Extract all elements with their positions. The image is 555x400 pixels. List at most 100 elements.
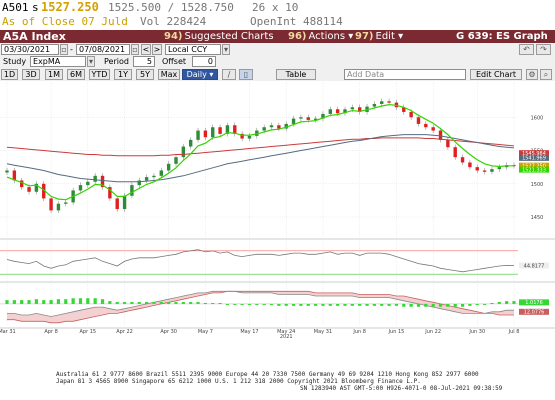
x-tick-label: Apr 22: [116, 329, 133, 335]
histogram-bar: [211, 302, 215, 304]
footer: Australia 61 2 9777 8600 Brazil 5511 239…: [0, 370, 555, 400]
prev-range-button[interactable]: <: [141, 44, 151, 55]
x-tick-label: Jun 15: [388, 329, 405, 335]
last-price: 1527.250: [41, 0, 99, 14]
histogram-bar: [34, 299, 38, 304]
candle-body: [475, 167, 479, 171]
histogram-bar: [336, 303, 340, 306]
histogram-bar: [196, 302, 200, 304]
add-data-input[interactable]: Add Data: [344, 69, 466, 80]
candle-body: [299, 117, 303, 119]
candle-body: [402, 107, 406, 112]
candle-body: [218, 127, 222, 134]
candle-body: [424, 123, 428, 128]
histogram-bar: [93, 298, 97, 304]
x-tick-label: May 7: [198, 329, 213, 335]
actions-dropdown-icon: ▾: [348, 31, 354, 42]
settings-icon[interactable]: ⚙: [526, 69, 538, 80]
histogram-bar: [218, 302, 222, 304]
x-tick-label: Mar 31: [0, 329, 16, 335]
graph-id: G 639: ES Graph: [456, 31, 548, 42]
histogram-bar: [343, 303, 347, 306]
candle-body: [233, 125, 237, 134]
edit-chart-button[interactable]: Edit Chart: [470, 69, 522, 80]
study-label: Study: [3, 57, 27, 66]
candle-body: [188, 139, 193, 147]
range-1y-button[interactable]: 1Y: [114, 69, 132, 80]
suggested-charts-label: Suggested Charts: [184, 31, 274, 42]
currency-select[interactable]: Local CCY: [165, 44, 221, 55]
histogram-bar: [483, 303, 487, 305]
edit-menu[interactable]: 97) Edit ▾: [355, 30, 403, 43]
range-1m-button[interactable]: 1M: [45, 69, 63, 80]
open-interest-label: OpenInt 488114: [250, 15, 343, 28]
frequency-select[interactable]: Daily ▾: [182, 69, 218, 80]
actions-menu[interactable]: 96) Actions ▾: [288, 30, 353, 43]
zoom-icon[interactable]: ⌕: [540, 69, 552, 80]
range-5y-button[interactable]: 5Y: [136, 69, 154, 80]
hist-tag-label: 1.0176: [525, 300, 543, 306]
offset-label: Offset: [162, 57, 187, 66]
histogram-bar: [284, 303, 288, 306]
candle-chart-icon[interactable]: ▯: [239, 69, 253, 80]
histogram-bar: [20, 300, 24, 304]
study-dropdown-icon[interactable]: ▾: [87, 56, 95, 67]
histogram-bar: [365, 303, 369, 306]
bid-ask-size: 26 x 10: [252, 1, 299, 14]
price-tag-label: 1545.984: [522, 151, 546, 157]
redo-icon[interactable]: ↷: [536, 44, 551, 55]
table-button[interactable]: Table: [276, 69, 316, 80]
start-calendar-icon[interactable]: ▫: [60, 44, 68, 55]
x-tick-label: May 31: [314, 329, 332, 335]
chart-svg[interactable]: 16001550150014501545.9841541.9691527.250…: [0, 82, 555, 370]
histogram-bar: [78, 298, 83, 304]
hist-tag-label: 12.0776: [524, 310, 545, 316]
title-bar: A5A Index 94) Suggested Charts 96) Actions…: [0, 30, 555, 43]
line-chart-icon[interactable]: ∕: [222, 69, 236, 80]
histogram-bar: [108, 301, 112, 304]
undo-icon[interactable]: ↶: [519, 44, 534, 55]
range-max-button[interactable]: Max: [158, 69, 180, 80]
range-ytd-button[interactable]: YTD: [89, 69, 110, 80]
price-tag: [519, 162, 549, 169]
candle-body: [144, 177, 149, 181]
study-select[interactable]: ExpMA: [30, 56, 86, 67]
next-range-button[interactable]: >: [152, 44, 162, 55]
start-date-field[interactable]: 03/30/2021: [1, 44, 59, 55]
histogram-bar: [71, 298, 75, 304]
rsi-line: [6, 249, 515, 273]
currency-dropdown-icon[interactable]: ▾: [222, 44, 230, 55]
range-6m-button[interactable]: 6M: [67, 69, 85, 80]
histogram-panel: [0, 290, 518, 324]
hist-tag: [519, 299, 549, 306]
end-date-field[interactable]: 07/08/2021: [76, 44, 130, 55]
histogram-bar: [350, 303, 354, 306]
histogram-bar: [431, 303, 435, 307]
edit-label: Edit: [375, 31, 395, 42]
footer-line-2: Japan 81 3 4565 8900 Singapore 65 6212 1…: [56, 378, 421, 385]
histogram-bar: [314, 303, 318, 306]
candle-body: [196, 130, 200, 140]
candle-body: [64, 202, 68, 204]
suggested-charts-menu[interactable]: 94) Suggested Charts: [164, 30, 274, 43]
index-name: A5A Index: [3, 30, 66, 43]
histogram-bar: [49, 300, 53, 304]
candle-body: [56, 203, 61, 211]
candle-body: [19, 180, 24, 188]
histogram-bar: [387, 303, 391, 306]
as-of-close: As of Close 07 Juld: [2, 15, 128, 28]
candle-body: [100, 175, 105, 188]
last-price-prefix: s: [32, 1, 39, 14]
end-calendar-icon[interactable]: ▫: [131, 44, 139, 55]
histogram-bar: [240, 303, 244, 305]
offset-input[interactable]: 0: [192, 56, 216, 67]
period-input[interactable]: 5: [133, 56, 155, 67]
range-3d-button[interactable]: 3D: [22, 69, 40, 80]
hist-tag: [519, 308, 549, 315]
candle-body: [86, 181, 90, 186]
histogram-bar: [181, 302, 185, 304]
range-1d-button[interactable]: 1D: [1, 69, 18, 80]
candle-body: [203, 130, 208, 138]
chart-area[interactable]: 16001550150014501545.9841541.9691527.250…: [0, 82, 555, 370]
histogram-bar: [277, 303, 281, 306]
